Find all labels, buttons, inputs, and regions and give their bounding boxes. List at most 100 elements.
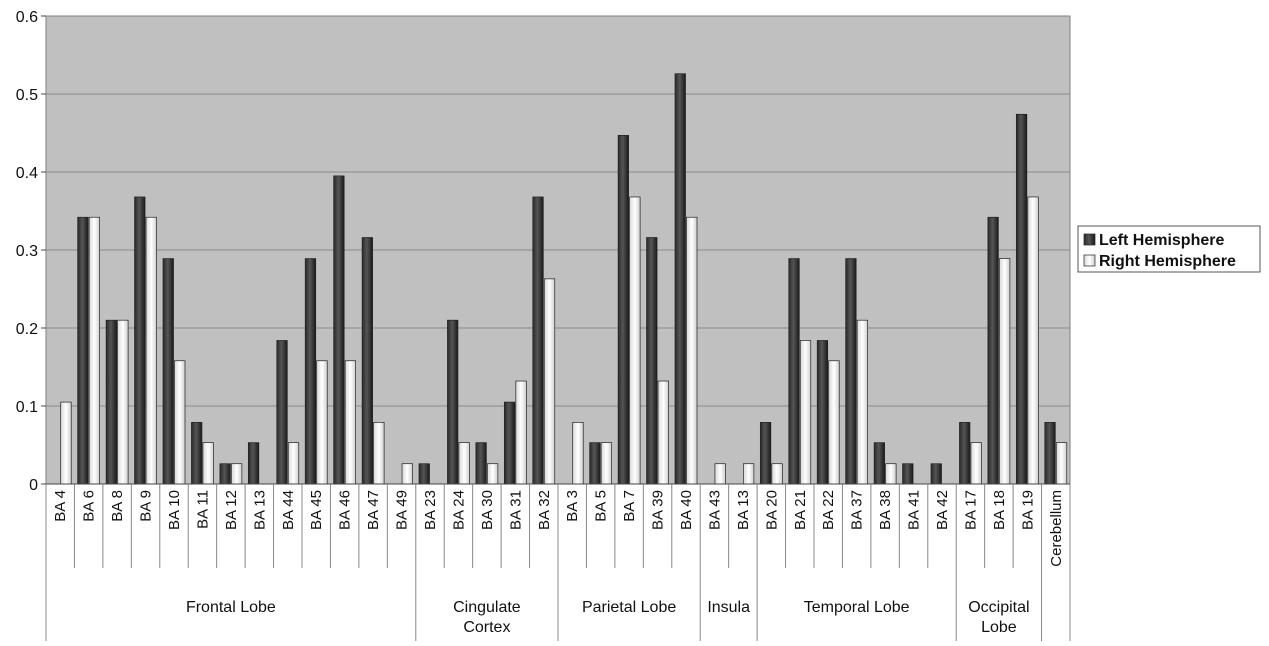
bar-right-hemisphere [344, 360, 357, 485]
group-label: Cingulate Cortex [453, 599, 521, 636]
y-tick-label: 0.5 [16, 87, 38, 104]
x-category-label: BA 13 [735, 490, 752, 530]
bar-left-hemisphere [788, 258, 800, 485]
bar-right-hemisphere [1027, 196, 1039, 485]
bar-left-hemisphere [902, 463, 914, 485]
bar-left-hemisphere [646, 237, 658, 485]
x-category-label: BA 47 [365, 490, 382, 530]
bar-right-hemisphere [287, 442, 300, 485]
bar-left-hemisphere [816, 340, 829, 485]
bar-left-hemisphere [987, 216, 999, 485]
x-category-label: BA 22 [820, 490, 837, 530]
legend: Left Hemisphere Right Hemisphere [1077, 225, 1261, 273]
bar-right-hemisphere [629, 196, 641, 485]
bar-left-hemisphere [276, 340, 288, 485]
bar-left-hemisphere [361, 237, 373, 485]
group-label: Insula [707, 599, 750, 616]
x-category-label: BA 8 [109, 490, 126, 522]
bar-left-hemisphere [674, 73, 686, 485]
x-category-label: BA 41 [906, 490, 923, 530]
bar-left-hemisphere [845, 258, 857, 485]
group-label: Parietal Lobe [582, 599, 676, 616]
x-category-label: BA 39 [650, 490, 667, 530]
bar-left-hemisphere [873, 442, 885, 485]
bar-right-hemisphere [543, 278, 556, 485]
bar-left-hemisphere [191, 422, 203, 485]
x-category-label: BA 43 [706, 490, 723, 530]
y-tick-label: 0.4 [16, 165, 38, 182]
bar-right-hemisphere [88, 216, 101, 485]
bar-left-hemisphere [134, 196, 146, 485]
bar-left-hemisphere [503, 401, 516, 485]
x-category-label: BA 18 [991, 490, 1008, 530]
bar-left-hemisphere [105, 319, 117, 485]
y-tick-label: 0 [29, 477, 38, 494]
bar-right-hemisphere [231, 463, 243, 485]
y-axis-ticks: 0 0.1 0.2 0.3 0.4 0.5 0.6 [16, 9, 46, 494]
bar-left-hemisphere [77, 216, 89, 485]
x-category-label: BA 4 [52, 490, 69, 522]
x-category-label: BA 44 [280, 490, 297, 530]
y-tick-label: 0.6 [16, 9, 38, 26]
bar-right-hemisphere [117, 319, 129, 485]
x-category-label: BA 24 [450, 490, 467, 530]
x-category-label: BA 42 [934, 490, 951, 530]
bar-left-hemisphere [475, 442, 487, 485]
x-category-label: BA 10 [166, 490, 183, 530]
x-category-label: BA 5 [593, 490, 610, 522]
bar-left-hemisphere [759, 422, 772, 485]
x-category-label: BA 19 [1019, 490, 1036, 530]
bar-right-hemisphere [401, 463, 413, 485]
y-tick-label: 0.3 [16, 243, 38, 260]
bar-right-hemisphere [771, 463, 783, 485]
bar-left-hemisphere [589, 442, 601, 485]
x-axis: BA 4 BA 6 BA 8 BA 9 BA 10 BA 11 BA 12 BA 13 BA 4… [45, 483, 1071, 641]
x-category-label: BA 17 [962, 490, 979, 530]
bar-right-hemisphere [572, 422, 584, 485]
x-category-label: BA 46 [337, 490, 354, 530]
x-category-label: BA 21 [792, 490, 809, 530]
bar-left-hemisphere [930, 463, 942, 485]
x-category-label: BA 13 [251, 490, 268, 530]
bar-right-hemisphere [515, 380, 527, 485]
bar-right-hemisphere [686, 216, 698, 485]
legend-label: Left Hemisphere [1099, 232, 1224, 249]
x-category-label: BA 23 [422, 490, 439, 530]
bar-right-hemisphere [970, 442, 982, 485]
x-category-label: BA 38 [877, 490, 894, 530]
bar-right-hemisphere [1055, 442, 1068, 485]
x-category-label: BA 3 [564, 490, 581, 522]
bar-right-hemisphere [828, 360, 840, 485]
x-category-label: Cerebellum [1048, 490, 1065, 567]
x-category-label: BA 12 [223, 490, 240, 530]
x-category-label: BA 7 [621, 490, 638, 522]
legend-swatch-right [1083, 254, 1096, 267]
y-tick-label: 0.2 [16, 321, 38, 338]
bar-left-hemisphere [532, 196, 544, 485]
bar-left-hemisphere [304, 258, 317, 485]
bar-right-hemisphere [999, 258, 1011, 485]
bar-right-hemisphere [856, 319, 869, 485]
bar-left-hemisphere [333, 175, 345, 485]
bar-left-hemisphere [162, 258, 174, 485]
x-category-label: BA 30 [479, 490, 496, 530]
x-category-label: BA 37 [849, 490, 866, 530]
group-label: Temporal Lobe [804, 599, 910, 616]
bar-right-hemisphere [316, 360, 328, 485]
bar-left-hemisphere [1015, 113, 1028, 485]
bar-right-hemisphere [885, 463, 897, 485]
bar-left-hemisphere [447, 319, 459, 485]
bar-right-hemisphere [600, 442, 613, 485]
group-label: Occipital Lobe [968, 599, 1029, 636]
legend-swatch-left [1083, 233, 1096, 246]
gridlines [46, 93, 1070, 407]
bar-right-hemisphere [202, 442, 214, 485]
x-category-label: BA 20 [763, 490, 780, 530]
x-category-label: BA 11 [194, 490, 211, 529]
bar-right-hemisphere [458, 442, 470, 485]
x-category-label: BA 31 [507, 490, 524, 530]
legend-label: Right Hemisphere [1099, 253, 1236, 270]
legend-box [1077, 225, 1261, 273]
